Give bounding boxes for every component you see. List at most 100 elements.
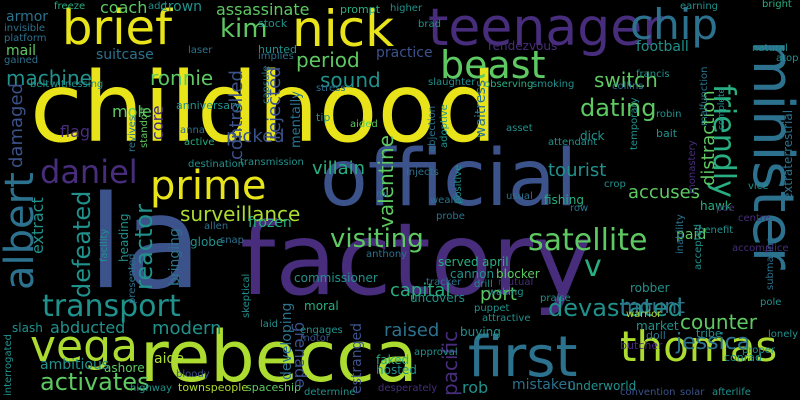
word-tourist: tourist bbox=[548, 160, 607, 181]
word-poe: poe bbox=[716, 203, 735, 214]
word-afterlife: afterlife bbox=[712, 387, 751, 398]
word-desperately: desperately bbox=[378, 383, 438, 394]
word-switch: switch bbox=[594, 68, 658, 92]
word-objection: objection bbox=[427, 105, 438, 152]
word-served: served bbox=[438, 255, 479, 269]
word-waking: waking bbox=[488, 287, 524, 298]
word-atop: atop bbox=[776, 53, 799, 64]
word-mi: mi bbox=[376, 189, 389, 200]
word-anna: anna bbox=[180, 125, 205, 136]
word-estranged: estranged bbox=[349, 323, 365, 394]
word-tip: tip bbox=[316, 111, 331, 124]
word-v: v bbox=[584, 249, 602, 284]
word-invisible: invisible bbox=[4, 23, 46, 34]
word-childhood: childhood bbox=[30, 52, 498, 164]
word-determine: determine bbox=[304, 387, 356, 398]
word-laser: laser bbox=[188, 45, 213, 56]
word-mutual: mutual bbox=[498, 277, 534, 288]
word-cannon: cannon bbox=[450, 267, 495, 281]
word-picked: picked bbox=[226, 126, 285, 147]
word-armor: armor bbox=[6, 9, 49, 25]
word-warrior: warrior bbox=[626, 309, 662, 320]
word-port: port bbox=[480, 284, 517, 305]
word-underworld: underworld bbox=[568, 379, 637, 393]
word-official: official bbox=[320, 134, 578, 224]
word-natural: natural bbox=[752, 43, 788, 54]
word-robber: robber bbox=[630, 281, 670, 295]
word-add: add bbox=[148, 1, 167, 12]
word-first: first bbox=[468, 325, 578, 390]
word-developing: developing bbox=[279, 302, 295, 380]
word-temporary: temporary bbox=[629, 97, 640, 150]
word-bringing: bringing bbox=[167, 228, 183, 286]
word-faked: faked bbox=[376, 353, 410, 367]
word-attractive: attractive bbox=[482, 313, 531, 324]
word-bloody: bloody bbox=[176, 369, 210, 380]
word-transport: transport bbox=[42, 289, 181, 324]
word-accomplice: accomplice bbox=[732, 243, 789, 254]
word-injects: injects bbox=[406, 167, 439, 178]
word-bright: bright bbox=[762, 0, 792, 10]
word-daniel: daniel bbox=[40, 153, 138, 191]
word-crop: crop bbox=[604, 179, 626, 190]
word-asset: asset bbox=[506, 123, 533, 134]
word-uncovers: uncovers bbox=[410, 291, 465, 305]
word-stress: stress bbox=[316, 83, 346, 94]
word-heading: heading bbox=[117, 213, 131, 262]
word-slash: slash bbox=[12, 321, 43, 335]
word-suitcase: suitcase bbox=[96, 47, 154, 63]
word-damaged: damaged bbox=[6, 83, 27, 168]
word-aided: aided bbox=[350, 119, 378, 130]
word-ronnie: ronnie bbox=[150, 66, 214, 90]
word-mistaken: mistaken bbox=[512, 377, 576, 393]
word-anniversary: anniversary bbox=[176, 99, 242, 112]
word-tracker: tracker bbox=[426, 277, 462, 288]
word-usual: usual bbox=[506, 191, 533, 202]
word-allen: allen bbox=[204, 221, 229, 232]
word-skeptical: skeptical bbox=[241, 273, 252, 318]
word-kim: kim bbox=[220, 14, 268, 44]
word-abducted: abducted bbox=[50, 318, 126, 337]
word-commissioner: commissioner bbox=[294, 271, 378, 285]
word-rendezvous: rendezvous bbox=[488, 39, 558, 53]
word-capsule: capsule bbox=[261, 65, 272, 104]
word-robin: robin bbox=[656, 109, 682, 120]
word-buying: buying bbox=[460, 325, 501, 339]
word-prime: prime bbox=[150, 163, 267, 209]
word-complete: complete bbox=[717, 87, 727, 130]
word-activates: activates bbox=[40, 368, 150, 396]
word-factory: factory bbox=[240, 201, 593, 318]
word-motor: motor bbox=[300, 333, 331, 344]
word-revives: revives bbox=[127, 115, 138, 152]
word-approval: approval bbox=[414, 347, 458, 358]
word-extract: extract bbox=[28, 197, 47, 254]
word-proper: proper bbox=[742, 345, 775, 356]
word-convention: convention bbox=[620, 387, 676, 398]
word-brief: brief bbox=[62, 0, 172, 56]
word-praise: praise bbox=[540, 293, 571, 304]
word-dick: dick bbox=[580, 129, 605, 143]
word-hosted: hosted bbox=[376, 363, 417, 377]
word-row: row bbox=[570, 203, 589, 214]
word-malfunction: malfunction bbox=[699, 66, 710, 127]
word-tribe: tribe bbox=[696, 327, 722, 340]
word-moral: moral bbox=[304, 299, 339, 313]
word-valentine: valentine bbox=[374, 134, 398, 228]
word-paid: paid bbox=[676, 227, 707, 243]
word-aide: aide bbox=[154, 351, 184, 367]
word-accuses: accuses bbox=[628, 182, 701, 203]
word-crown: crown bbox=[160, 0, 203, 15]
word-ambitious: ambitious bbox=[40, 357, 110, 373]
word-coach: coach bbox=[100, 0, 148, 17]
word-modern: modern bbox=[152, 318, 222, 339]
word-higher: higher bbox=[390, 3, 423, 14]
word-benefit: benefit bbox=[698, 225, 734, 236]
word-smoking: smoking bbox=[532, 79, 575, 90]
word-francis: francis bbox=[636, 69, 670, 80]
word-townspeople: townspeople bbox=[178, 381, 249, 394]
word-capital: capital bbox=[390, 280, 451, 301]
word-pole: pole bbox=[760, 297, 782, 308]
word-mail: mail bbox=[6, 43, 36, 59]
word-earning: earning bbox=[680, 1, 719, 12]
word-facility: facility bbox=[99, 228, 110, 262]
